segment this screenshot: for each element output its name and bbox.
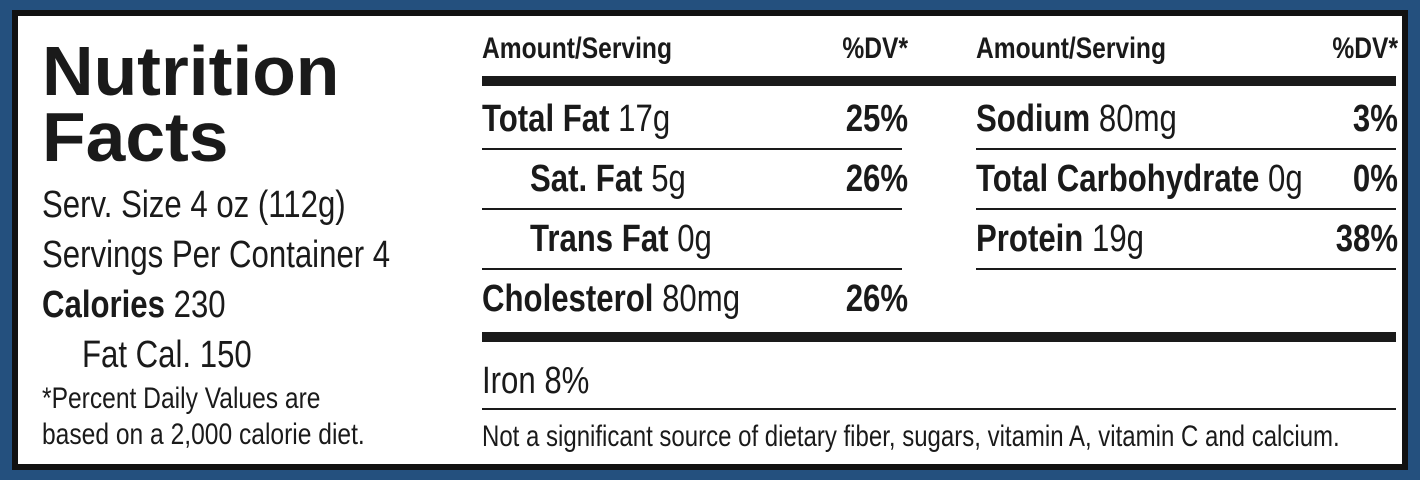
nutrient-name: Cholesterol bbox=[482, 278, 654, 320]
nutrient-name: Protein bbox=[976, 218, 1084, 260]
row-rule bbox=[482, 148, 902, 150]
column-header: %DV* bbox=[1332, 32, 1398, 65]
nutrient-name: Total Carbohydrate bbox=[976, 158, 1260, 200]
column-header: Amount/Serving bbox=[482, 32, 672, 65]
column-header: %DV* bbox=[842, 32, 908, 65]
daily-value: 26% bbox=[846, 280, 908, 318]
daily-value: 26% bbox=[846, 160, 908, 198]
nutrient-name: Trans Fat bbox=[530, 218, 669, 260]
servings: Servings Per Container 4 bbox=[42, 234, 391, 276]
thick-rule bbox=[482, 76, 1396, 86]
daily-value-text: 25% bbox=[845, 98, 908, 140]
nutrient-amount: 0g bbox=[1268, 158, 1303, 200]
nutrient: Total Fat 17g bbox=[482, 100, 670, 138]
daily-value-text: 26% bbox=[845, 278, 908, 320]
row-rule bbox=[976, 268, 1396, 270]
daily-value-text: 26% bbox=[845, 158, 908, 200]
nutrient-amount: 0g bbox=[677, 218, 712, 260]
row-rule bbox=[482, 208, 902, 210]
daily-value-text: 0% bbox=[1352, 158, 1398, 200]
daily-value: 0% bbox=[1353, 160, 1398, 198]
row-rule bbox=[976, 148, 1396, 150]
nutrient: Protein 19g bbox=[976, 220, 1144, 258]
fat-calories: Fat Cal. 150 bbox=[82, 334, 252, 376]
row-rule bbox=[482, 408, 1396, 410]
calories-value: 230 bbox=[173, 284, 226, 326]
footnote: *Percent Daily Values are bbox=[42, 382, 321, 415]
nutrient: Cholesterol 80mg bbox=[482, 280, 740, 318]
column-header: Amount/Serving bbox=[976, 32, 1166, 65]
nutrient-name: Sat. Fat bbox=[530, 158, 643, 200]
nutrient-name: Sodium bbox=[976, 98, 1091, 140]
nutrient-amount: 5g bbox=[651, 158, 686, 200]
daily-value: 3% bbox=[1353, 100, 1398, 138]
nutrition-label: Nutrition Facts Serv. Size 4 oz (112g) S… bbox=[12, 10, 1408, 470]
row-rule bbox=[976, 208, 1396, 210]
serving-size: Serv. Size 4 oz (112g) bbox=[42, 184, 346, 226]
footnote: based on a 2,000 calorie diet. bbox=[42, 418, 365, 451]
calories-label: Calories bbox=[42, 284, 165, 326]
nutrient-amount: 80mg bbox=[1098, 98, 1177, 140]
nutrient-amount: 80mg bbox=[662, 278, 741, 320]
daily-value-text: 38% bbox=[1335, 218, 1398, 260]
nutrient: Total Carbohydrate 0g bbox=[976, 160, 1303, 198]
nutrient: Sodium 80mg bbox=[976, 100, 1177, 138]
note: Not a significant source of dietary fibe… bbox=[482, 420, 1340, 453]
nutrient: Trans Fat 0g bbox=[530, 220, 712, 258]
nutrient-name: Total Fat bbox=[482, 98, 610, 140]
calories: Calories 230 bbox=[42, 286, 226, 324]
title: Nutrition bbox=[42, 32, 340, 110]
iron: Iron 8% bbox=[482, 360, 590, 402]
thick-rule bbox=[482, 332, 1396, 342]
daily-value: 38% bbox=[1336, 220, 1398, 258]
nutrient-amount: 17g bbox=[618, 98, 671, 140]
daily-value: 25% bbox=[846, 100, 908, 138]
nutrient: Sat. Fat 5g bbox=[530, 160, 686, 198]
title: Facts bbox=[42, 98, 229, 176]
nutrient-amount: 19g bbox=[1092, 218, 1144, 260]
daily-value-text: 3% bbox=[1352, 98, 1398, 140]
row-rule bbox=[482, 268, 902, 270]
